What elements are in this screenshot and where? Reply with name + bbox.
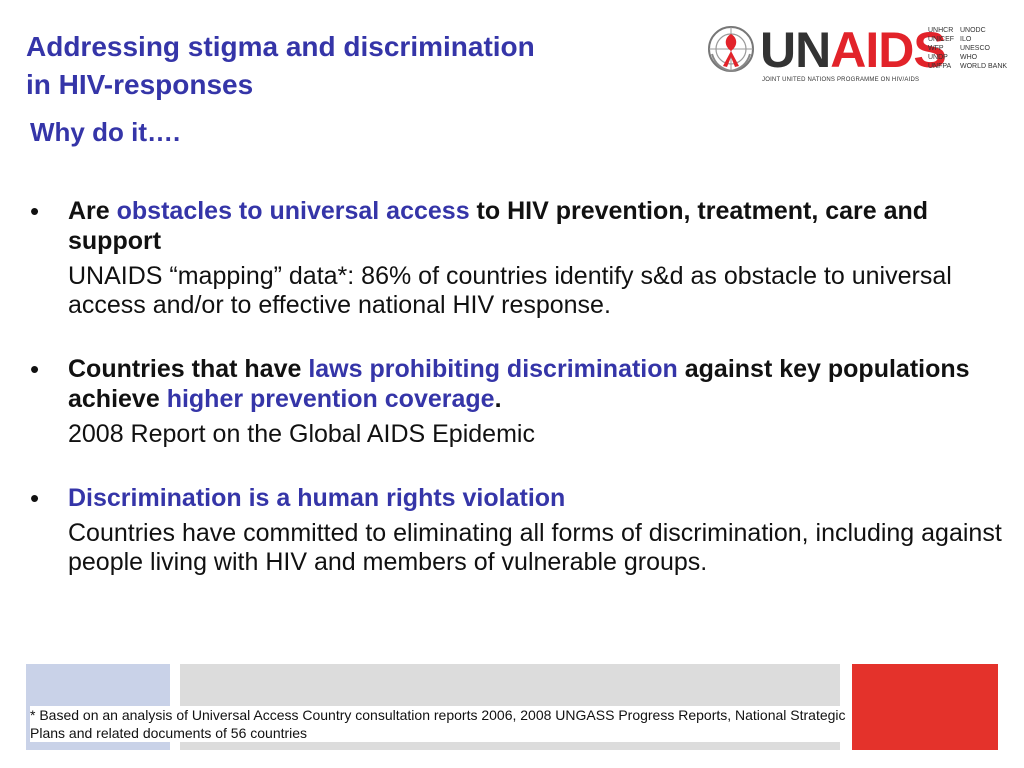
- cosponsor-item: UNDP: [928, 54, 948, 61]
- bullet-headline: Discrimination is a human rights violati…: [68, 483, 1010, 513]
- cosponsor-item: WHO: [960, 54, 978, 61]
- unaids-logo: UNAIDS JOINT UNITED NATIONS PROGRAMME ON…: [700, 16, 1018, 86]
- bullet-body: 2008 Report on the Global AIDS Epidemic: [68, 420, 535, 448]
- slide-title: Addressing stigma and discrimination in …: [26, 28, 535, 104]
- bullet-dot-icon: •: [30, 354, 40, 384]
- cosponsor-list-left: UNHCR UNICEF WFP UNDP UNFPA: [928, 26, 954, 71]
- bullet-item-obstacles: • Are obstacles to universal access to H…: [30, 196, 1010, 320]
- band-block-red: [852, 664, 998, 750]
- footnote: * Based on an analysis of Universal Acce…: [30, 706, 850, 742]
- headline-text: Are: [68, 197, 117, 225]
- bullet-item-human-rights: • Discrimination is a human rights viola…: [30, 483, 1010, 577]
- cosponsor-item: UNHCR: [928, 27, 954, 34]
- bullet-body: Countries have committed to eliminating …: [68, 519, 1002, 576]
- wordmark-un: UN: [760, 22, 831, 78]
- headline-text: to HIV prevention, treatment, care and s…: [68, 197, 929, 255]
- bullet-headline: Countries that have laws prohibiting dis…: [68, 354, 1010, 414]
- headline-text: Countries that have: [68, 355, 309, 383]
- cosponsor-item: UNODC: [960, 27, 986, 34]
- bullet-list: • Are obstacles to universal access to H…: [30, 196, 1010, 611]
- cosponsor-list-right: UNODC ILO UNESCO WHO WORLD BANK: [960, 26, 1007, 71]
- wordmark-aids: AIDS: [830, 22, 946, 78]
- bullet-dot-icon: •: [30, 483, 40, 513]
- logo-tagline: JOINT UNITED NATIONS PROGRAMME ON HIV/AI…: [762, 77, 920, 83]
- cosponsor-item: ILO: [960, 36, 972, 43]
- bullet-body: UNAIDS “mapping” data*: 86% of countries…: [68, 262, 952, 319]
- cosponsor-item: UNESCO: [960, 45, 990, 52]
- cosponsor-item: UNICEF: [928, 36, 955, 43]
- headline-text: against key populations achieve: [68, 355, 970, 413]
- cosponsor-item: UNFPA: [928, 63, 952, 70]
- bullet-item-laws: • Countries that have laws prohibiting d…: [30, 354, 1010, 449]
- unaids-wordmark: UNAIDS: [760, 22, 947, 78]
- headline-highlight: laws prohibiting discrimination: [308, 355, 678, 383]
- cosponsor-item: WORLD BANK: [960, 63, 1008, 70]
- cosponsor-item: WFP: [928, 45, 944, 52]
- bullet-dot-icon: •: [30, 196, 40, 226]
- bullet-headline: Are obstacles to universal access to HIV…: [68, 196, 1010, 256]
- slide-subtitle: Why do it….: [30, 117, 181, 147]
- headline-highlight: higher prevention coverage: [166, 385, 495, 413]
- headline-highlight: Discrimination is a human rights violati…: [68, 484, 566, 512]
- slide-title-line1: Addressing stigma and discrimination: [26, 31, 535, 62]
- slide-title-line2: in HIV-responses: [26, 69, 254, 100]
- un-emblem-ribbon-icon: [708, 26, 754, 73]
- headline-text: .: [494, 385, 502, 413]
- headline-highlight: obstacles to universal access: [116, 197, 470, 225]
